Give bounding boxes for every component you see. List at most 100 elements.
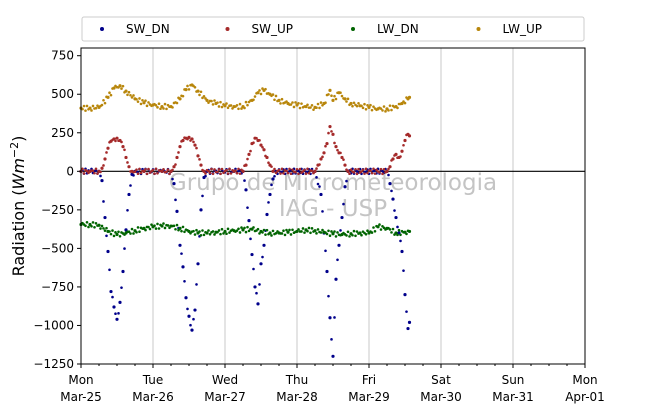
data-point	[225, 102, 228, 105]
data-point	[388, 228, 392, 231]
data-point	[297, 228, 300, 231]
data-point	[204, 172, 207, 175]
data-point	[334, 277, 338, 281]
data-point	[126, 161, 129, 164]
data-point	[271, 177, 275, 181]
data-point	[156, 222, 159, 226]
data-point	[180, 229, 183, 233]
data-point	[223, 104, 227, 108]
data-point	[157, 102, 161, 106]
data-point	[253, 95, 257, 98]
data-point	[348, 172, 351, 175]
data-point	[345, 234, 348, 237]
data-point	[181, 138, 185, 143]
data-point	[138, 167, 141, 171]
data-point	[225, 232, 228, 236]
data-point	[385, 169, 389, 173]
data-point	[387, 173, 390, 177]
data-point	[407, 134, 412, 138]
data-point	[333, 316, 336, 319]
data-point	[271, 229, 275, 233]
data-point	[84, 224, 87, 228]
data-point	[271, 93, 275, 96]
data-point	[121, 145, 125, 149]
data-point	[396, 106, 399, 110]
data-point	[150, 223, 153, 226]
data-point	[208, 171, 212, 175]
data-point	[252, 226, 255, 229]
y-tick-label: 0	[66, 164, 74, 178]
data-point	[135, 230, 138, 234]
data-point	[241, 228, 245, 232]
data-point	[270, 183, 273, 187]
data-point	[202, 169, 206, 173]
data-point	[343, 97, 347, 101]
data-point	[109, 232, 113, 236]
data-point	[148, 227, 152, 231]
data-point	[394, 152, 398, 156]
data-point	[406, 326, 410, 331]
data-point	[252, 141, 255, 145]
data-point	[127, 165, 131, 169]
data-point	[328, 316, 332, 320]
data-point	[286, 230, 290, 234]
legend-marker	[100, 27, 104, 31]
x-tick-label-day: Wed	[212, 373, 238, 387]
data-point	[178, 97, 182, 101]
data-point	[327, 294, 330, 298]
data-point	[100, 166, 104, 170]
data-point	[226, 106, 230, 110]
data-point	[268, 192, 272, 197]
data-point	[291, 168, 294, 171]
data-point	[300, 102, 303, 105]
data-point	[118, 234, 122, 238]
data-point	[295, 167, 299, 171]
data-point	[324, 249, 327, 253]
data-point	[294, 101, 297, 104]
data-point	[82, 104, 86, 108]
data-point	[381, 109, 384, 112]
data-point	[220, 105, 224, 109]
data-point	[196, 89, 200, 93]
data-point	[303, 168, 306, 172]
data-point	[336, 148, 339, 152]
data-point	[126, 208, 129, 212]
data-point	[100, 224, 104, 228]
data-point	[361, 168, 365, 172]
data-point	[81, 107, 84, 111]
data-point	[142, 101, 146, 105]
data-point	[244, 100, 248, 104]
data-point	[283, 233, 287, 237]
data-point	[375, 168, 378, 172]
data-point	[117, 312, 120, 315]
data-point	[262, 228, 266, 232]
data-point	[117, 230, 120, 234]
data-point	[259, 143, 263, 147]
data-point	[315, 106, 318, 110]
data-point	[90, 109, 93, 112]
data-point	[153, 224, 156, 228]
data-point	[364, 107, 368, 111]
data-point	[289, 233, 293, 236]
data-point	[207, 169, 210, 173]
data-point	[165, 107, 168, 111]
data-point	[103, 215, 107, 220]
data-point	[139, 102, 143, 106]
y-axis-label-prefix: Radiation (	[9, 189, 28, 276]
data-point	[159, 107, 162, 111]
legend-item-LW_DN: LW_DN	[351, 22, 419, 36]
data-point	[376, 225, 380, 229]
data-point	[171, 177, 174, 181]
data-point	[339, 91, 342, 95]
data-point	[123, 247, 126, 250]
data-point	[379, 228, 383, 231]
data-point	[240, 226, 243, 229]
data-point	[129, 93, 132, 97]
data-point	[156, 171, 159, 175]
data-point	[121, 84, 125, 88]
data-point	[205, 98, 209, 103]
data-point	[187, 135, 191, 140]
data-point	[243, 226, 246, 230]
data-point	[223, 229, 227, 234]
